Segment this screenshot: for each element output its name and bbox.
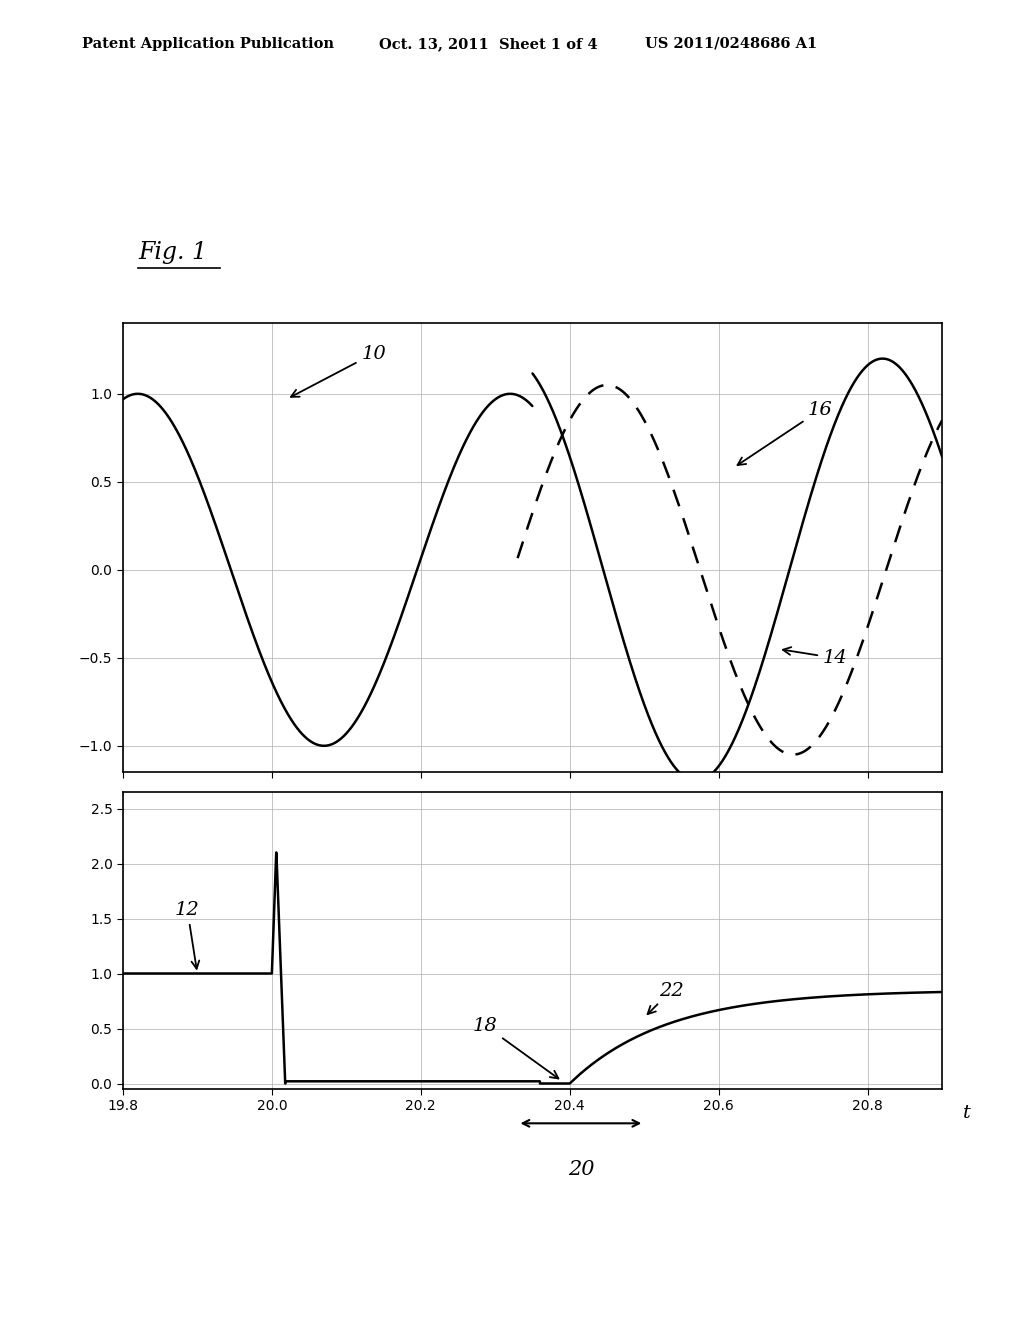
Text: 20: 20 bbox=[567, 1160, 594, 1179]
Text: Fig. 1: Fig. 1 bbox=[138, 242, 207, 264]
Text: Oct. 13, 2011  Sheet 1 of 4: Oct. 13, 2011 Sheet 1 of 4 bbox=[379, 37, 598, 51]
Text: 10: 10 bbox=[291, 345, 386, 397]
Text: 12: 12 bbox=[175, 902, 200, 969]
Text: 14: 14 bbox=[783, 647, 848, 667]
Text: t: t bbox=[963, 1104, 971, 1122]
Text: 18: 18 bbox=[473, 1016, 558, 1078]
Text: Patent Application Publication: Patent Application Publication bbox=[82, 37, 334, 51]
Text: US 2011/0248686 A1: US 2011/0248686 A1 bbox=[645, 37, 817, 51]
Text: 16: 16 bbox=[737, 401, 833, 465]
Text: 22: 22 bbox=[647, 982, 684, 1014]
